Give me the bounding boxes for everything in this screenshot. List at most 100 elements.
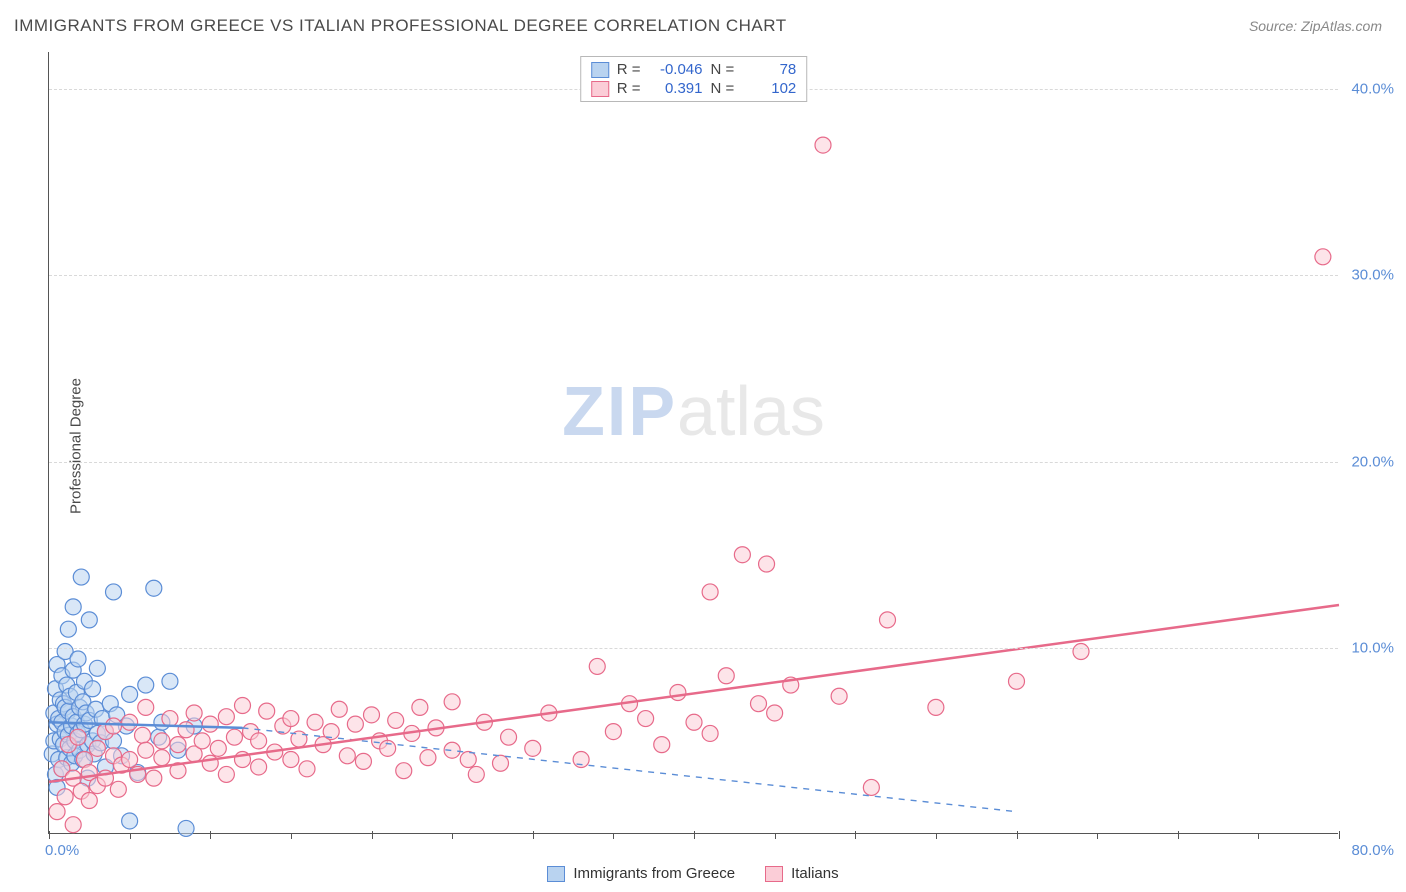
legend-swatch-greece (591, 62, 609, 78)
scatter-point (751, 696, 767, 712)
x-tick-minor (613, 834, 614, 839)
scatter-point (420, 750, 436, 766)
x-tick-minor (130, 834, 131, 839)
y-tick-label: 20.0% (1351, 453, 1394, 470)
correlation-legend-row-0: R = -0.046 N = 78 (591, 61, 797, 78)
scatter-point (178, 722, 194, 738)
scatter-point (57, 789, 73, 805)
scatter-point (605, 724, 621, 740)
scatter-point (226, 729, 242, 745)
scatter-point (81, 792, 97, 808)
legend-swatch-italians (765, 866, 783, 882)
r-label: R = (617, 80, 641, 97)
scatter-point (259, 703, 275, 719)
scatter-point (364, 707, 380, 723)
source-prefix: Source: (1249, 18, 1301, 34)
scatter-point (81, 612, 97, 628)
scatter-point (589, 658, 605, 674)
x-tick-minor (1258, 834, 1259, 839)
scatter-point (135, 727, 151, 743)
scatter-point (110, 781, 126, 797)
series-legend-item-greece: Immigrants from Greece (547, 865, 735, 882)
scatter-point (493, 755, 509, 771)
scatter-point (396, 763, 412, 779)
scatter-point (307, 714, 323, 730)
legend-swatch-greece (547, 866, 565, 882)
scatter-point (654, 737, 670, 753)
scatter-point (355, 753, 371, 769)
gridline (49, 275, 1338, 276)
x-tick-minor (775, 834, 776, 839)
scatter-point (146, 770, 162, 786)
x-tick-minor (936, 834, 937, 839)
x-axis-min-label: 0.0% (45, 842, 79, 859)
r-value-italians: 0.391 (649, 80, 703, 97)
scatter-point (154, 733, 170, 749)
n-label: N = (711, 61, 735, 78)
scatter-point (283, 752, 299, 768)
r-label: R = (617, 61, 641, 78)
scatter-point (638, 711, 654, 727)
n-value-greece: 78 (742, 61, 796, 78)
scatter-point (138, 742, 154, 758)
scatter-point (138, 699, 154, 715)
legend-label-italians: Italians (791, 865, 839, 882)
trend-line (49, 605, 1339, 782)
correlation-legend-row-1: R = 0.391 N = 102 (591, 80, 797, 97)
scatter-point (106, 718, 122, 734)
scatter-point (718, 668, 734, 684)
x-axis-max-label: 80.0% (1351, 842, 1394, 859)
scatter-point (831, 688, 847, 704)
scatter-point (186, 705, 202, 721)
scatter-point (283, 711, 299, 727)
scatter-point (106, 584, 122, 600)
scatter-point (460, 752, 476, 768)
correlation-legend: R = -0.046 N = 78 R = 0.391 N = 102 (580, 56, 808, 102)
x-tick-major (49, 831, 50, 839)
x-tick-minor (452, 834, 453, 839)
scatter-point (525, 740, 541, 756)
scatter-point (1073, 644, 1089, 660)
scatter-point (73, 569, 89, 585)
x-tick-major (855, 831, 856, 839)
scatter-point (60, 621, 76, 637)
scatter-point (89, 660, 105, 676)
scatter-point (863, 779, 879, 795)
gridline (49, 648, 1338, 649)
x-tick-major (533, 831, 534, 839)
scatter-point (501, 729, 517, 745)
scatter-point (85, 681, 101, 697)
scatter-point (194, 733, 210, 749)
gridline (49, 462, 1338, 463)
source-attribution: Source: ZipAtlas.com (1249, 18, 1382, 34)
x-tick-major (1017, 831, 1018, 839)
scatter-point (202, 755, 218, 771)
n-value-italians: 102 (742, 80, 796, 97)
scatter-point (218, 709, 234, 725)
y-tick-label: 40.0% (1351, 81, 1394, 98)
scatter-point (122, 686, 138, 702)
scatter-point (299, 761, 315, 777)
x-tick-major (210, 831, 211, 839)
scatter-point (235, 698, 251, 714)
scatter-point (702, 725, 718, 741)
plot-area: ZIPatlas R = -0.046 N = 78 R = 0.391 N =… (48, 52, 1338, 834)
legend-swatch-italians (591, 81, 609, 97)
scatter-point (380, 740, 396, 756)
series-legend-item-italians: Italians (765, 865, 839, 882)
scatter-point (928, 699, 944, 715)
scatter-point (880, 612, 896, 628)
legend-label-greece: Immigrants from Greece (573, 865, 735, 882)
scatter-point (1009, 673, 1025, 689)
scatter-point (89, 740, 105, 756)
scatter-point (251, 759, 267, 775)
scatter-point (670, 684, 686, 700)
scatter-point (162, 673, 178, 689)
scatter-point (162, 711, 178, 727)
y-tick-label: 30.0% (1351, 267, 1394, 284)
scatter-point (218, 766, 234, 782)
scatter-point (759, 556, 775, 572)
scatter-point (815, 137, 831, 153)
scatter-svg (49, 52, 1338, 833)
scatter-point (138, 677, 154, 693)
